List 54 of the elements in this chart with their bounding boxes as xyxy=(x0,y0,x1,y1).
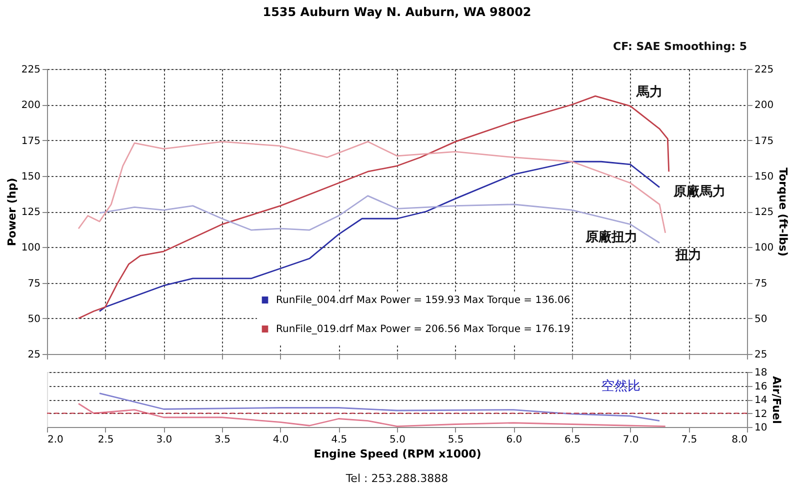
annotation: 空然比 xyxy=(602,379,640,394)
annotation: 馬力 xyxy=(636,85,662,100)
text: Tel : 253.288.3888 xyxy=(344,472,448,485)
line-series xyxy=(98,195,660,244)
text: CF: SAE Smoothing: 5 xyxy=(613,40,747,53)
x-tick-label: 2.5 xyxy=(98,434,114,446)
x-tick-label: 6.0 xyxy=(506,434,522,446)
y-tick-label: 200 xyxy=(21,100,40,112)
y-tick-label: 150 xyxy=(21,171,40,182)
line-series xyxy=(98,160,660,312)
y2-tick-label: 50 xyxy=(754,314,768,325)
x-tick-label: 5.5 xyxy=(448,434,464,446)
x-tick-label: 2.0 xyxy=(48,434,64,446)
y-axis-title: Power (hp) xyxy=(5,178,18,246)
line-series xyxy=(98,392,660,422)
y2-axis-title: Torque (ft-lbs) xyxy=(776,168,790,256)
y-tick-label: 50 xyxy=(28,314,40,325)
y-tick-label: 75 xyxy=(28,278,40,290)
y2-tick-label: 125 xyxy=(754,207,774,218)
y2-tick-label: 18 xyxy=(754,368,768,378)
y2-tick-label: 200 xyxy=(754,100,774,112)
y2-tick-label: 10 xyxy=(754,422,768,434)
x-tick-label: 7.0 xyxy=(622,434,639,446)
x-tick-label: 7.5 xyxy=(681,434,698,446)
legend-label: RunFile_019.drf Max Power = 206.56 Max Torque = 176.19 xyxy=(276,324,570,335)
y2-tick-label: 12 xyxy=(754,408,768,420)
y2-tick-label: 175 xyxy=(754,136,774,147)
y2-tick-label: 150 xyxy=(754,171,774,182)
y2-tick-label: 100 xyxy=(754,242,774,254)
annotation: 原廠馬力 xyxy=(672,183,726,200)
x-axis-title: Engine Speed (RPM x1000) xyxy=(314,448,482,460)
x-tick-label: 3.0 xyxy=(156,434,172,446)
line-series xyxy=(78,402,666,428)
legend-label: RunFile_004.drf Max Power = 159.93 Max Torque = 136.06 xyxy=(276,295,570,306)
annotation: 原廠扭力 xyxy=(584,228,638,245)
y2-tick-label: 14 xyxy=(754,395,768,406)
y2-tick-label: 25 xyxy=(754,350,768,360)
x-tick-label: 4.5 xyxy=(331,434,348,446)
y-tick-label: 25 xyxy=(28,350,40,360)
x-tick-label: 6.5 xyxy=(564,434,580,446)
y2-tick-label: 75 xyxy=(754,278,768,290)
x-tick-label: 5.0 xyxy=(390,434,406,446)
chart-title: 1535 Auburn Way N. Auburn, WA 98002 xyxy=(262,5,532,19)
x-tick-label: 3.5 xyxy=(214,434,230,446)
y2-tick-label: 16 xyxy=(754,381,768,392)
y-tick-label: 225 xyxy=(21,64,40,76)
annotation: 扭力 xyxy=(674,248,702,263)
y-tick-label: 125 xyxy=(21,207,40,218)
x-tick-label: 8.0 xyxy=(732,434,748,446)
y2-axis-title: Air/Fuel xyxy=(770,376,784,424)
y-tick-label: 175 xyxy=(21,136,40,147)
y-tick-label: 100 xyxy=(21,242,40,254)
x-tick-label: 4.0 xyxy=(272,434,289,446)
y2-tick-label: 225 xyxy=(754,64,774,76)
